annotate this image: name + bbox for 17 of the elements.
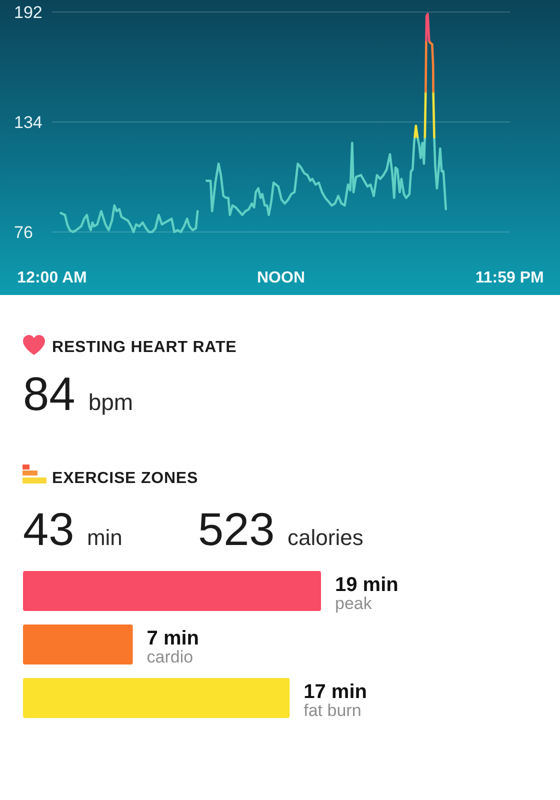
text: 523 calories	[198, 503, 364, 555]
text: 84 bpm	[23, 367, 134, 420]
chart-title: EXERCISE ZONES	[52, 470, 198, 487]
y-tick-label: 192	[14, 2, 42, 22]
x-tick-label: 12:00 AM	[17, 270, 87, 287]
data-label: 7 min	[146, 628, 200, 650]
data-label: 19 min	[335, 574, 398, 596]
y-tick-label: 76	[14, 222, 33, 242]
data-label: 17 min	[304, 681, 367, 703]
x-tick-label: NOON	[257, 270, 305, 287]
y-tick-label: fat burn	[304, 701, 362, 720]
text: 43 min	[23, 503, 122, 555]
y-tick-label: 134	[14, 112, 42, 132]
y-tick-label: cardio	[146, 648, 194, 666]
y-tick-label: peak	[335, 594, 372, 613]
text: RESTING HEART RATE	[52, 339, 237, 356]
x-tick-label: 11:59 PM	[475, 270, 544, 287]
